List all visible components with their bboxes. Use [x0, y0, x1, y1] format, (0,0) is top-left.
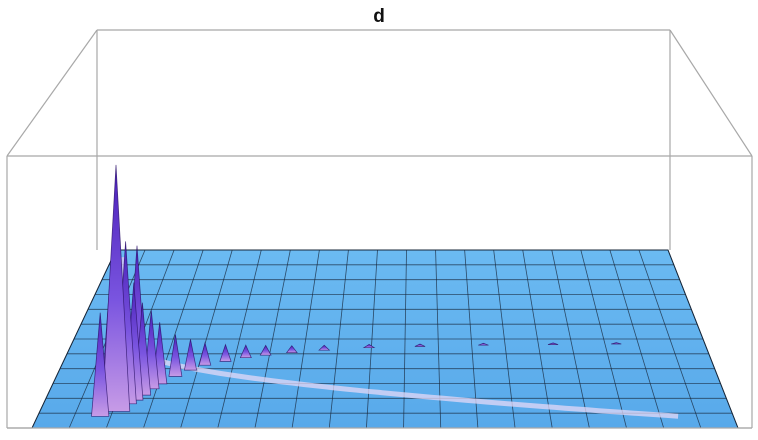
box-edge-back	[6, 29, 98, 157]
peak-spike	[101, 164, 131, 412]
peak-spike	[239, 344, 252, 359]
bounding-box-front	[6, 155, 753, 429]
peak-spike	[478, 342, 489, 346]
peak-spike	[611, 342, 622, 345]
peak-spike	[285, 345, 298, 354]
chart-title: d	[373, 6, 385, 27]
peak-spike	[547, 342, 559, 345]
box-edge-back	[669, 29, 753, 157]
peak-spike	[259, 344, 272, 356]
surface-peaks	[91, 164, 622, 417]
peak-spike	[414, 343, 426, 347]
trail-streak	[142, 350, 679, 419]
peak-spike	[219, 343, 232, 362]
peak-spike	[183, 339, 198, 371]
bounding-box-back	[6, 29, 753, 250]
peak-spike	[198, 341, 212, 366]
peak-spike	[318, 344, 331, 351]
peak-spike	[91, 312, 110, 417]
peak-spike	[168, 334, 183, 377]
surface-gridlines	[31, 249, 739, 429]
peak-spike	[362, 343, 376, 349]
